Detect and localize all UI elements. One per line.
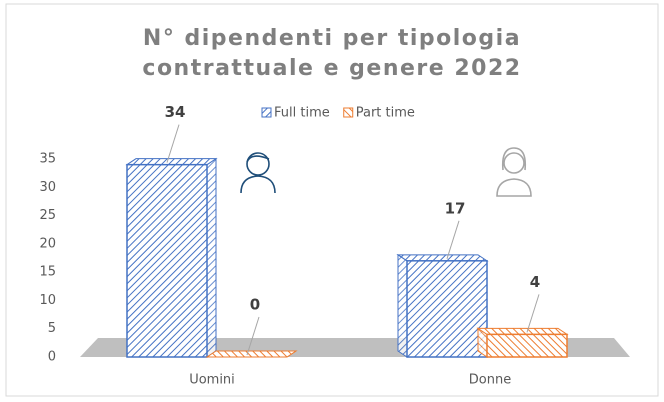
y-tick-label: 5: [48, 321, 56, 336]
x-tick-label: Uomini: [189, 373, 235, 388]
bar: [126, 163, 208, 358]
bar-side: [206, 157, 217, 358]
x-tick-label: Donne: [469, 373, 511, 388]
chart-border: [5, 3, 659, 397]
data-label: 4: [530, 273, 540, 291]
legend-swatch: [261, 107, 272, 118]
legend-swatch: [343, 107, 354, 118]
data-label: 17: [445, 199, 466, 217]
y-tick-label: 10: [39, 293, 56, 308]
y-tick-label: 35: [39, 152, 56, 167]
y-tick-label: 30: [39, 180, 56, 195]
bar-top: [125, 158, 218, 166]
woman-icon: [496, 147, 532, 197]
y-tick-label: 0: [48, 350, 56, 365]
leader-line: [446, 220, 460, 259]
bar: [406, 260, 488, 358]
bar-top: [476, 327, 569, 335]
leader-line: [526, 294, 540, 333]
y-tick-label: 15: [39, 265, 56, 280]
y-tick-label: 25: [39, 208, 56, 223]
data-label: 34: [165, 103, 186, 121]
y-tick-label: 20: [39, 236, 56, 251]
legend-label: Full time: [274, 106, 330, 121]
bar: [486, 333, 568, 358]
chart-title: N° dipendenti per tipologia contrattuale…: [142, 26, 522, 81]
man-icon: [240, 152, 276, 194]
bar-top: [396, 254, 489, 262]
leader-line: [246, 316, 260, 356]
bar-top: [205, 350, 298, 358]
legend-label: Part time: [356, 106, 415, 121]
leader-line: [166, 124, 180, 163]
data-label: 0: [250, 296, 260, 314]
bar-side: [397, 253, 408, 358]
